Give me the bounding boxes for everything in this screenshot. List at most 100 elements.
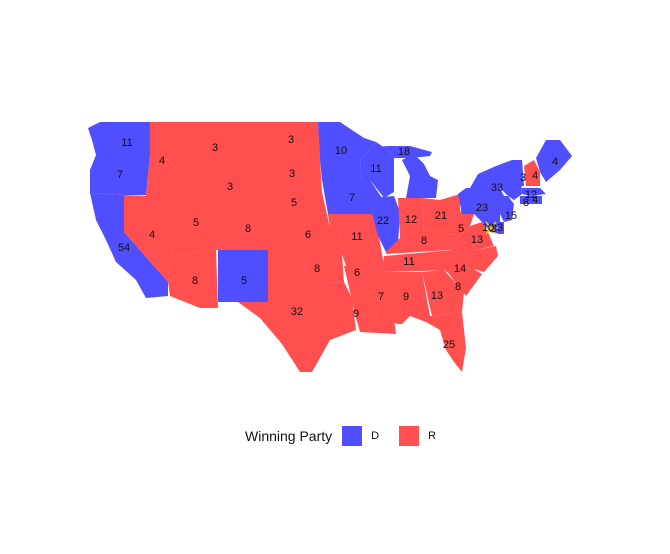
- label-district-of-columbia: 3: [491, 223, 497, 235]
- label-florida: 25: [443, 339, 455, 351]
- state-arkansas: [344, 266, 384, 300]
- label-washington: 11: [121, 137, 132, 149]
- label-arizona: 8: [192, 275, 198, 287]
- state-colorado: [216, 206, 276, 250]
- label-nevada: 4: [149, 229, 155, 241]
- legend-label-d: D: [371, 430, 380, 442]
- label-massachusetts: 12: [525, 189, 537, 201]
- state-south-carolina: [446, 268, 482, 296]
- state-maine: [536, 140, 572, 182]
- legend-label-r: R: [428, 430, 437, 442]
- label-michigan: 18: [398, 146, 410, 158]
- state-north-carolina: [444, 246, 498, 272]
- state-oklahoma: [268, 250, 344, 284]
- label-utah: 5: [193, 217, 199, 229]
- state-massachusetts: [522, 188, 546, 196]
- label-missouri: 11: [351, 231, 362, 243]
- state-idaho: [146, 122, 176, 197]
- state-kentucky: [386, 230, 460, 254]
- state-ohio: [422, 194, 460, 232]
- state-pennsylvania: [458, 188, 504, 214]
- legend: Winning Party D R: [245, 426, 456, 446]
- label-idaho: 4: [159, 155, 165, 167]
- label-illinois: 22: [377, 215, 389, 227]
- label-kentucky: 8: [421, 235, 427, 247]
- label-oregon: 7: [117, 169, 123, 181]
- label-tennessee: 11: [403, 256, 414, 268]
- state-kansas: [276, 228, 342, 254]
- label-pennsylvania: 23: [476, 202, 488, 214]
- legend-key-d: [342, 426, 363, 446]
- state-new-jersey: [500, 196, 514, 222]
- label-new-jersey: 15: [505, 210, 517, 222]
- label-ohio: 21: [435, 210, 447, 222]
- label-arkansas: 6: [354, 267, 360, 279]
- state-vermont: [512, 160, 524, 186]
- state-new-york: [470, 160, 522, 200]
- dc-marker: [484, 221, 498, 235]
- label-rhode-island: 4: [532, 194, 538, 206]
- state-new-mexico: [218, 250, 268, 302]
- state-california: [90, 193, 168, 298]
- legend-title: Winning Party: [245, 428, 333, 444]
- state-indiana: [398, 198, 424, 238]
- label-iowa: 7: [349, 192, 355, 204]
- state-connecticut: [520, 196, 534, 204]
- state-oregon: [90, 155, 150, 195]
- label-mississippi: 7: [378, 291, 384, 303]
- label-south-carolina: 8: [455, 281, 461, 293]
- label-wisconsin: 11: [370, 163, 381, 175]
- label-texas: 32: [291, 306, 303, 318]
- state-mississippi: [376, 272, 398, 324]
- state-rhode-island: [534, 196, 542, 204]
- state-illinois: [372, 196, 400, 252]
- state-new-hampshire: [524, 160, 540, 186]
- state-michigan: [402, 154, 438, 198]
- label-georgia: 13: [431, 290, 443, 302]
- state-north-dakota: [262, 122, 320, 160]
- label-connecticut: 8: [523, 197, 529, 209]
- state-georgia: [422, 270, 464, 316]
- label-california: 54: [118, 242, 130, 254]
- state-arizona: [168, 248, 218, 308]
- state-virginia: [450, 222, 494, 252]
- label-louisiana: 9: [353, 308, 359, 320]
- label-oklahoma: 8: [314, 263, 320, 275]
- state-south-dakota: [262, 160, 322, 192]
- label-alabama: 9: [403, 291, 409, 303]
- label-maryland: 10: [482, 222, 494, 234]
- label-vermont: 3: [520, 172, 526, 184]
- state-wyoming: [176, 162, 262, 206]
- label-west-virginia: 5: [458, 223, 464, 235]
- label-kansas: 6: [305, 229, 311, 241]
- label-delaware: 3: [497, 222, 503, 234]
- state-iowa: [322, 180, 382, 214]
- label-virginia: 13: [471, 234, 483, 246]
- state-nevada: [124, 195, 176, 282]
- label-minnesota: 10: [335, 145, 347, 157]
- state-missouri: [328, 214, 384, 266]
- label-south-dakota: 3: [289, 168, 295, 180]
- label-colorado: 8: [245, 223, 251, 235]
- label-montana: 3: [212, 142, 218, 154]
- label-new-york: 33: [491, 182, 503, 194]
- label-north-dakota: 3: [288, 134, 294, 146]
- state-utah: [170, 197, 216, 258]
- state-texas: [238, 262, 356, 372]
- state-nebraska: [262, 192, 330, 228]
- label-nebraska: 5: [291, 197, 297, 209]
- state-minnesota: [318, 122, 376, 180]
- label-new-hampshire: 4: [532, 170, 538, 182]
- state-montana: [160, 122, 262, 170]
- legend-key-r: [399, 426, 420, 446]
- label-north-carolina: 14: [454, 263, 466, 275]
- label-indiana: 12: [405, 214, 417, 226]
- state-alabama: [398, 272, 430, 324]
- state-wisconsin: [360, 142, 394, 198]
- label-new-mexico: 5: [241, 275, 247, 287]
- state-florida: [410, 312, 466, 372]
- label-wyoming: 3: [227, 181, 233, 193]
- label-maine: 4: [552, 156, 558, 168]
- state-louisiana: [352, 300, 396, 334]
